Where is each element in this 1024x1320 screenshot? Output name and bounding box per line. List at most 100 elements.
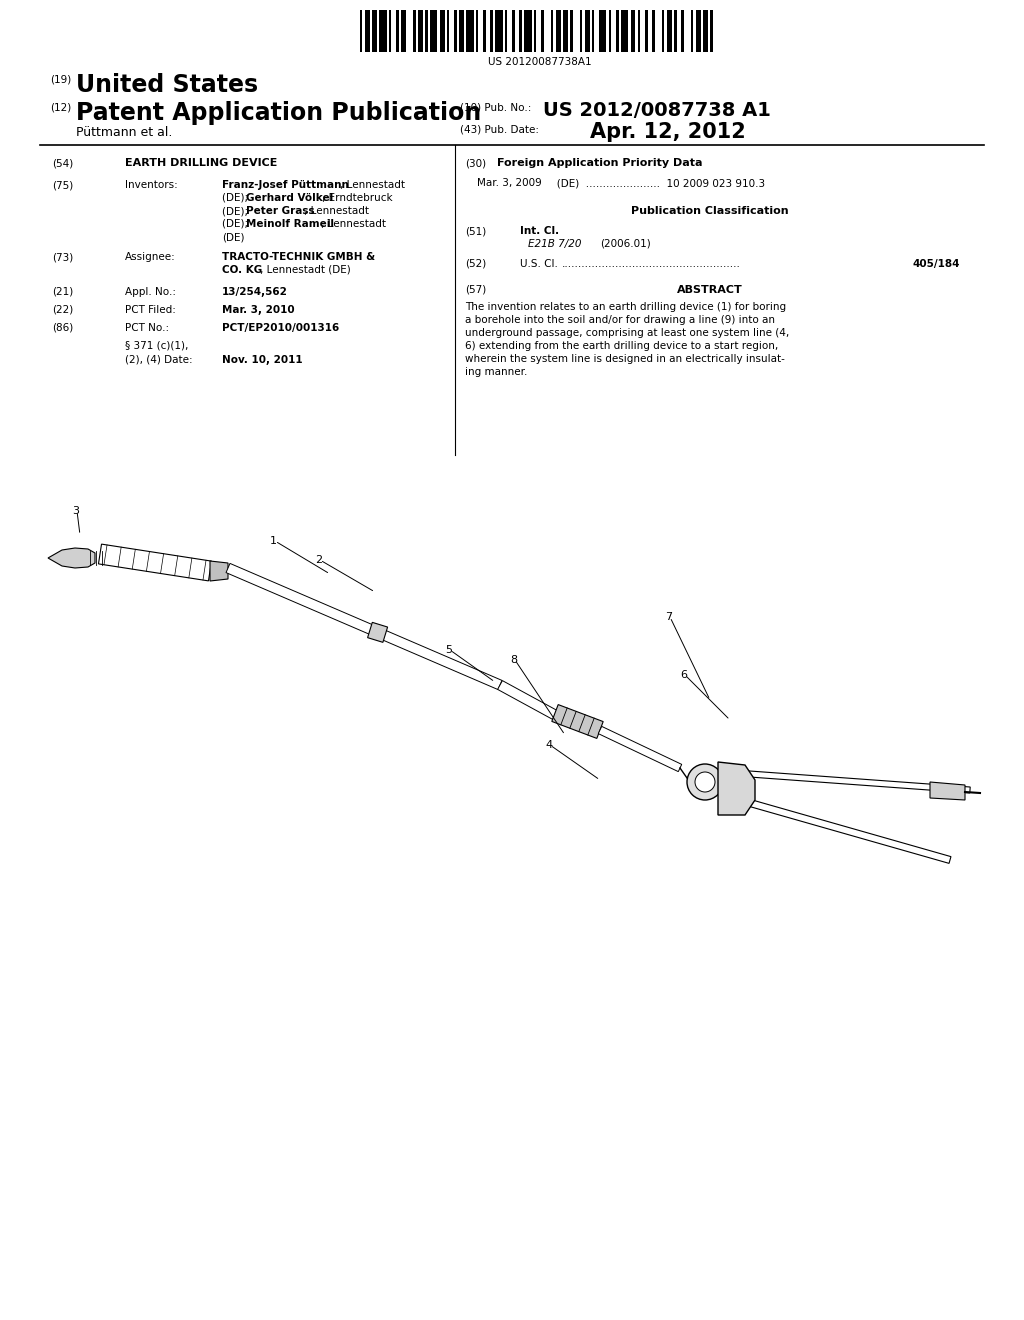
Text: 405/184: 405/184 — [912, 259, 961, 269]
Text: U.S. Cl.: U.S. Cl. — [520, 259, 558, 269]
Text: (12): (12) — [50, 103, 72, 114]
Bar — [585, 11, 590, 51]
Bar — [476, 11, 478, 51]
Text: a borehole into the soil and/or for drawing a line (9) into an: a borehole into the soil and/or for draw… — [465, 315, 775, 325]
Polygon shape — [552, 705, 603, 738]
Text: (21): (21) — [52, 286, 74, 297]
Bar — [534, 11, 537, 51]
Bar — [512, 11, 515, 51]
Text: PCT No.:: PCT No.: — [125, 323, 169, 333]
Text: Appl. No.:: Appl. No.: — [125, 286, 176, 297]
Text: § 371 (c)(1),: § 371 (c)(1), — [125, 341, 188, 351]
Text: (2006.01): (2006.01) — [600, 239, 650, 249]
Text: US 2012/0087738 A1: US 2012/0087738 A1 — [543, 102, 771, 120]
Polygon shape — [718, 762, 755, 814]
Text: , Erndtebruck: , Erndtebruck — [322, 193, 392, 203]
Text: Mar. 3, 2010: Mar. 3, 2010 — [222, 305, 295, 315]
Text: United States: United States — [76, 73, 258, 96]
Text: , Lennestadt: , Lennestadt — [304, 206, 369, 216]
Text: (DE): (DE) — [222, 232, 245, 242]
Text: 3: 3 — [72, 506, 79, 516]
Text: Foreign Application Priority Data: Foreign Application Priority Data — [498, 158, 702, 168]
Circle shape — [695, 772, 715, 792]
Bar — [439, 11, 444, 51]
Text: (52): (52) — [465, 259, 486, 269]
Bar — [455, 11, 457, 51]
Text: Nov. 10, 2011: Nov. 10, 2011 — [222, 355, 303, 366]
Polygon shape — [598, 726, 682, 772]
Bar — [490, 11, 493, 51]
Text: Int. Cl.: Int. Cl. — [520, 226, 559, 236]
Polygon shape — [210, 561, 228, 581]
Text: (73): (73) — [52, 252, 74, 261]
Bar — [519, 11, 522, 51]
Text: TRACTO-TECHNIK GMBH &: TRACTO-TECHNIK GMBH & — [222, 252, 375, 261]
Bar — [580, 11, 583, 51]
Text: (DE);: (DE); — [222, 206, 251, 216]
Bar — [592, 11, 594, 51]
Text: , Lennestadt (DE): , Lennestadt (DE) — [260, 265, 351, 275]
Bar — [703, 11, 708, 51]
Bar — [396, 11, 398, 51]
Bar — [621, 11, 628, 51]
Text: (DE);: (DE); — [222, 219, 251, 228]
Text: E21B 7/20: E21B 7/20 — [528, 239, 582, 249]
Bar — [645, 11, 647, 51]
Bar — [556, 11, 560, 51]
Text: Inventors:: Inventors: — [125, 180, 178, 190]
Text: Meinolf Rameil: Meinolf Rameil — [246, 219, 334, 228]
Text: Gerhard Völkel: Gerhard Völkel — [246, 193, 333, 203]
Bar — [681, 11, 684, 51]
Text: 7: 7 — [665, 612, 672, 622]
Text: (DE);: (DE); — [222, 193, 251, 203]
Bar — [413, 11, 416, 51]
Polygon shape — [722, 770, 970, 793]
Bar — [466, 11, 473, 51]
Polygon shape — [226, 564, 502, 689]
Text: (43) Pub. Date:: (43) Pub. Date: — [460, 124, 539, 135]
Bar — [505, 11, 507, 51]
Bar — [638, 11, 640, 51]
Text: 6: 6 — [680, 671, 687, 680]
Bar — [711, 11, 713, 51]
Bar — [696, 11, 700, 51]
Text: 6) extending from the earth drilling device to a start region,: 6) extending from the earth drilling dev… — [465, 341, 778, 351]
Text: (10) Pub. No.:: (10) Pub. No.: — [460, 103, 531, 114]
Text: , Lennestadt: , Lennestadt — [340, 180, 406, 190]
Bar — [430, 11, 437, 51]
Text: , Lennestadt: , Lennestadt — [321, 219, 386, 228]
Text: 13/254,562: 13/254,562 — [222, 286, 288, 297]
Bar — [674, 11, 677, 51]
Text: The invention relates to an earth drilling device (1) for boring: The invention relates to an earth drilli… — [465, 302, 786, 312]
Text: (30): (30) — [465, 158, 486, 168]
Polygon shape — [48, 548, 95, 568]
Bar — [652, 11, 654, 51]
Bar — [389, 11, 391, 51]
Bar — [496, 11, 503, 51]
Text: (22): (22) — [52, 305, 74, 315]
Text: 2: 2 — [315, 554, 323, 565]
Text: .....................................................: ........................................… — [562, 259, 741, 269]
Text: Patent Application Publication: Patent Application Publication — [76, 102, 481, 125]
Bar — [459, 11, 464, 51]
Text: wherein the system line is designed in an electrically insulat-: wherein the system line is designed in a… — [465, 354, 784, 364]
Bar — [691, 11, 693, 51]
Bar — [418, 11, 423, 51]
Text: US 20120087738A1: US 20120087738A1 — [488, 57, 592, 67]
Text: EARTH DRILLING DEVICE: EARTH DRILLING DEVICE — [125, 158, 278, 168]
Bar — [372, 11, 377, 51]
Text: (86): (86) — [52, 323, 74, 333]
Text: ABSTRACT: ABSTRACT — [677, 285, 742, 294]
Text: Peter Grass: Peter Grass — [246, 206, 314, 216]
Text: Apr. 12, 2012: Apr. 12, 2012 — [590, 121, 745, 143]
Text: (75): (75) — [52, 180, 74, 190]
Text: 5: 5 — [445, 645, 452, 655]
Text: (2), (4) Date:: (2), (4) Date: — [125, 355, 193, 366]
Text: Publication Classification: Publication Classification — [631, 206, 788, 216]
Polygon shape — [498, 681, 557, 719]
Bar — [616, 11, 618, 51]
Text: (54): (54) — [52, 158, 74, 168]
Bar — [563, 11, 567, 51]
Text: 1: 1 — [270, 536, 278, 546]
Text: (51): (51) — [465, 226, 486, 236]
